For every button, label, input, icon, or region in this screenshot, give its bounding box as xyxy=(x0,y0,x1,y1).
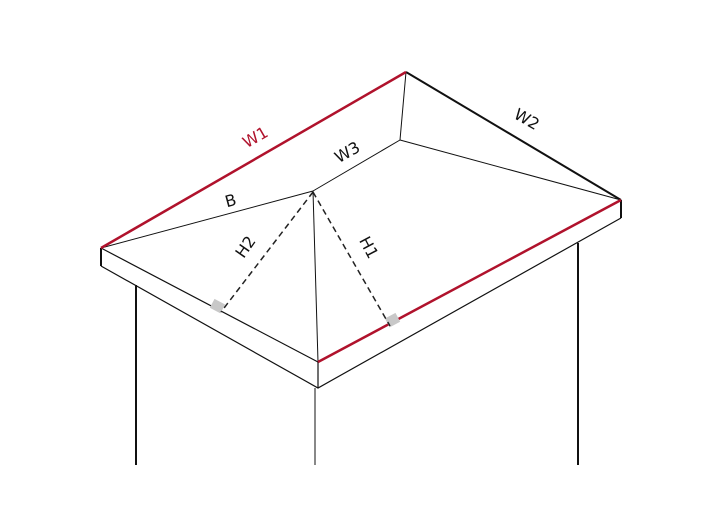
hip-left xyxy=(100,190,314,249)
front-right-eave xyxy=(317,198,622,364)
edge-w1 xyxy=(100,70,407,250)
label-w3: W3 xyxy=(331,138,363,167)
label-w1: W1 xyxy=(239,123,271,152)
front-left-eave xyxy=(100,247,319,363)
height-h1 xyxy=(312,191,391,327)
height-h2 xyxy=(220,191,314,313)
right-angle-marker-h2 xyxy=(209,298,226,314)
hip-front xyxy=(312,190,319,363)
hip-right xyxy=(399,139,622,201)
label-b: B xyxy=(223,190,239,211)
label-w2: W2 xyxy=(511,105,543,134)
hip-back xyxy=(399,71,407,141)
edge-w2 xyxy=(405,71,622,201)
label-h2: H2 xyxy=(231,232,259,261)
ridge-w3 xyxy=(312,139,401,192)
label-h1: H1 xyxy=(355,233,382,262)
